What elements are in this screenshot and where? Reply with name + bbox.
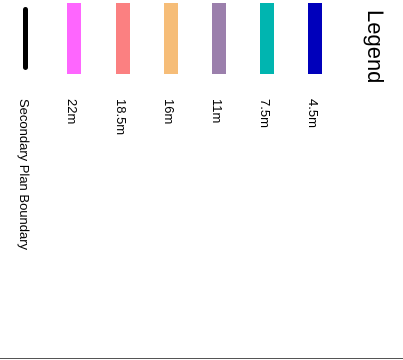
legend-label-16m: 16m <box>162 99 177 125</box>
secondary-plan-boundary-line <box>23 7 28 70</box>
legend-label-11m: 11m <box>210 99 225 124</box>
legend-label-4-5m: 4.5m <box>306 99 321 128</box>
legend-label-secondary-plan-boundary: Secondary Plan Boundary <box>17 99 32 251</box>
swatch-7-5m <box>260 3 274 74</box>
swatch-22m <box>67 3 81 74</box>
swatch-18-5m <box>116 3 130 74</box>
swatch-4-5m <box>308 3 322 74</box>
legend-label-18-5m: 18.5m <box>114 99 129 136</box>
legend-label-22m: 22m <box>65 99 80 125</box>
bottom-divider <box>0 358 403 359</box>
swatch-16m <box>164 3 178 74</box>
legend-label-7-5m: 7.5m <box>258 99 273 128</box>
legend-title: Legend <box>363 10 388 84</box>
swatch-11m <box>212 3 226 74</box>
